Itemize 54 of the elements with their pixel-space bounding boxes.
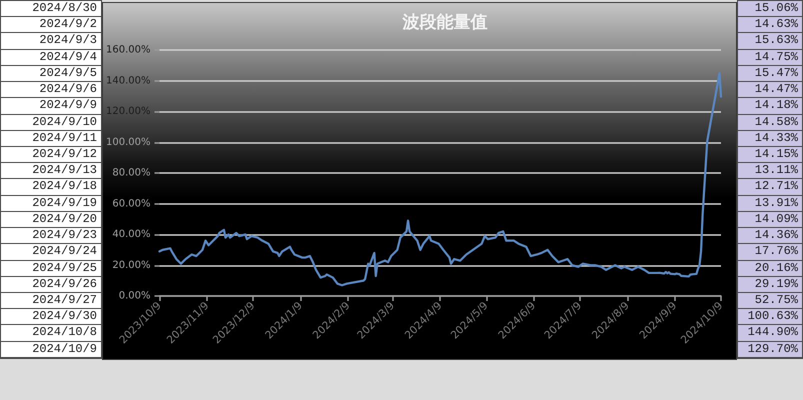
text: 14.47%: [738, 82, 802, 98]
text: 129.70%: [738, 342, 802, 358]
text: 2024/9/18: [1, 179, 101, 196]
text: 52.75%: [738, 292, 802, 310]
text: 2024/9/30: [1, 309, 101, 326]
text: 2024/9/12: [1, 146, 101, 164]
text: 2024/9/26: [1, 276, 101, 293]
text: 2024/9/2: [1, 17, 101, 34]
text: 100.63%: [738, 309, 802, 326]
text: 2024/9/25: [1, 260, 101, 277]
text: 144.90%: [738, 325, 802, 342]
text: 15.63%: [738, 33, 802, 50]
y-tick-label: 20.00%: [112, 260, 150, 271]
y-tick-label: 140.00%: [106, 75, 150, 86]
text: 14.58%: [738, 114, 802, 131]
text: 2024/9/23: [1, 228, 101, 244]
text: 2024/9/19: [1, 196, 101, 212]
text: 13.91%: [738, 196, 802, 212]
y-tick-label: 160.00%: [106, 44, 150, 56]
text: 2024/9/27: [1, 292, 101, 310]
text: 2024/8/30: [1, 1, 101, 18]
text: 14.36%: [738, 228, 802, 244]
text: 2024/9/3: [1, 33, 101, 50]
y-tick-label: 100.00%: [106, 136, 150, 148]
text: 13.11%: [738, 163, 802, 180]
text: 12.71%: [738, 179, 802, 196]
y-tick-label: 60.00%: [112, 198, 150, 210]
line-series: [158, 72, 722, 286]
text: 15.47%: [738, 66, 802, 82]
y-tick-label: 80.00%: [112, 168, 150, 178]
text: 2024/9/9: [1, 98, 101, 115]
text: 2024/9/10: [1, 114, 101, 131]
chart-title: 波段能量值: [402, 12, 488, 32]
text: 20.16%: [738, 260, 802, 277]
text: 14.15%: [738, 146, 802, 164]
text: 14.75%: [738, 50, 802, 66]
text: 14.09%: [738, 212, 802, 228]
y-tick-label: 0.00%: [118, 290, 150, 302]
text: 2024/9/4: [1, 50, 101, 66]
text: 14.33%: [738, 130, 802, 147]
text: 2024/9/13: [1, 163, 101, 180]
text: 2024/9/5: [1, 66, 101, 82]
text: 2024/9/24: [1, 244, 101, 260]
text: 14.18%: [738, 98, 802, 115]
text: 17.76%: [738, 244, 802, 260]
text: 2024/9/11: [1, 130, 101, 147]
text: 14.63%: [738, 17, 802, 34]
text: 29.19%: [738, 276, 802, 293]
y-tick-label: 40.00%: [112, 229, 150, 240]
text: 2024/9/6: [1, 82, 101, 98]
text: 2024/9/20: [1, 212, 101, 228]
text: 2024/10/8: [1, 325, 101, 342]
text: 2024/10/9: [1, 342, 101, 358]
text: 15.06%: [738, 1, 802, 18]
